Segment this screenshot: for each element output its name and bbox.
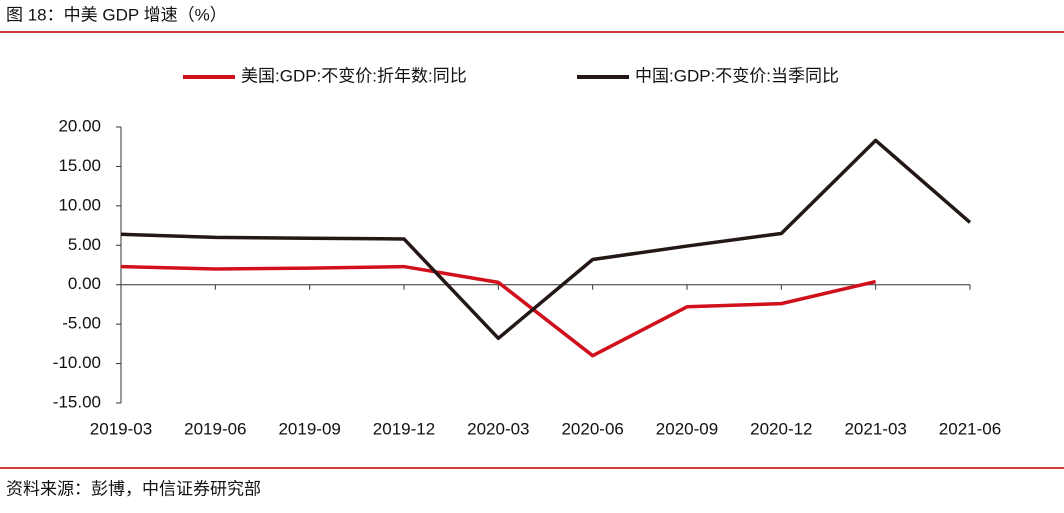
x-tick-label: 2020-03 (467, 419, 529, 438)
x-tick-label: 2019-06 (184, 419, 246, 438)
source-note: 资料来源：彭博，中信证券研究部 (6, 479, 261, 498)
y-tick-label: 10.00 (58, 195, 101, 214)
x-tick-label: 2019-09 (278, 419, 340, 438)
y-tick-label: -15.00 (53, 392, 101, 411)
x-tick-label: 2021-03 (844, 419, 906, 438)
figure-title: 图 18：中美 GDP 增速（%） (6, 5, 227, 24)
y-tick-label: -5.00 (62, 314, 101, 333)
y-tick-label: 0.00 (68, 274, 101, 293)
y-tick-label: -10.00 (53, 353, 101, 372)
legend-label: 中国:GDP:不变价:当季同比 (635, 66, 839, 85)
y-tick-label: 5.00 (68, 235, 101, 254)
legend-label: 美国:GDP:不变价:折年数:同比 (241, 66, 467, 85)
x-tick-label: 2019-12 (373, 419, 435, 438)
y-tick-label: 15.00 (58, 156, 101, 175)
x-tick-label: 2019-03 (90, 419, 152, 438)
y-tick-label: 20.00 (58, 116, 101, 135)
x-tick-label: 2020-06 (561, 419, 623, 438)
data-line (120, 138, 972, 341)
x-tick-label: 2020-09 (656, 419, 718, 438)
data-line (120, 264, 877, 358)
x-tick-label: 2021-06 (939, 419, 1001, 438)
x-tick-label: 2020-12 (750, 419, 812, 438)
